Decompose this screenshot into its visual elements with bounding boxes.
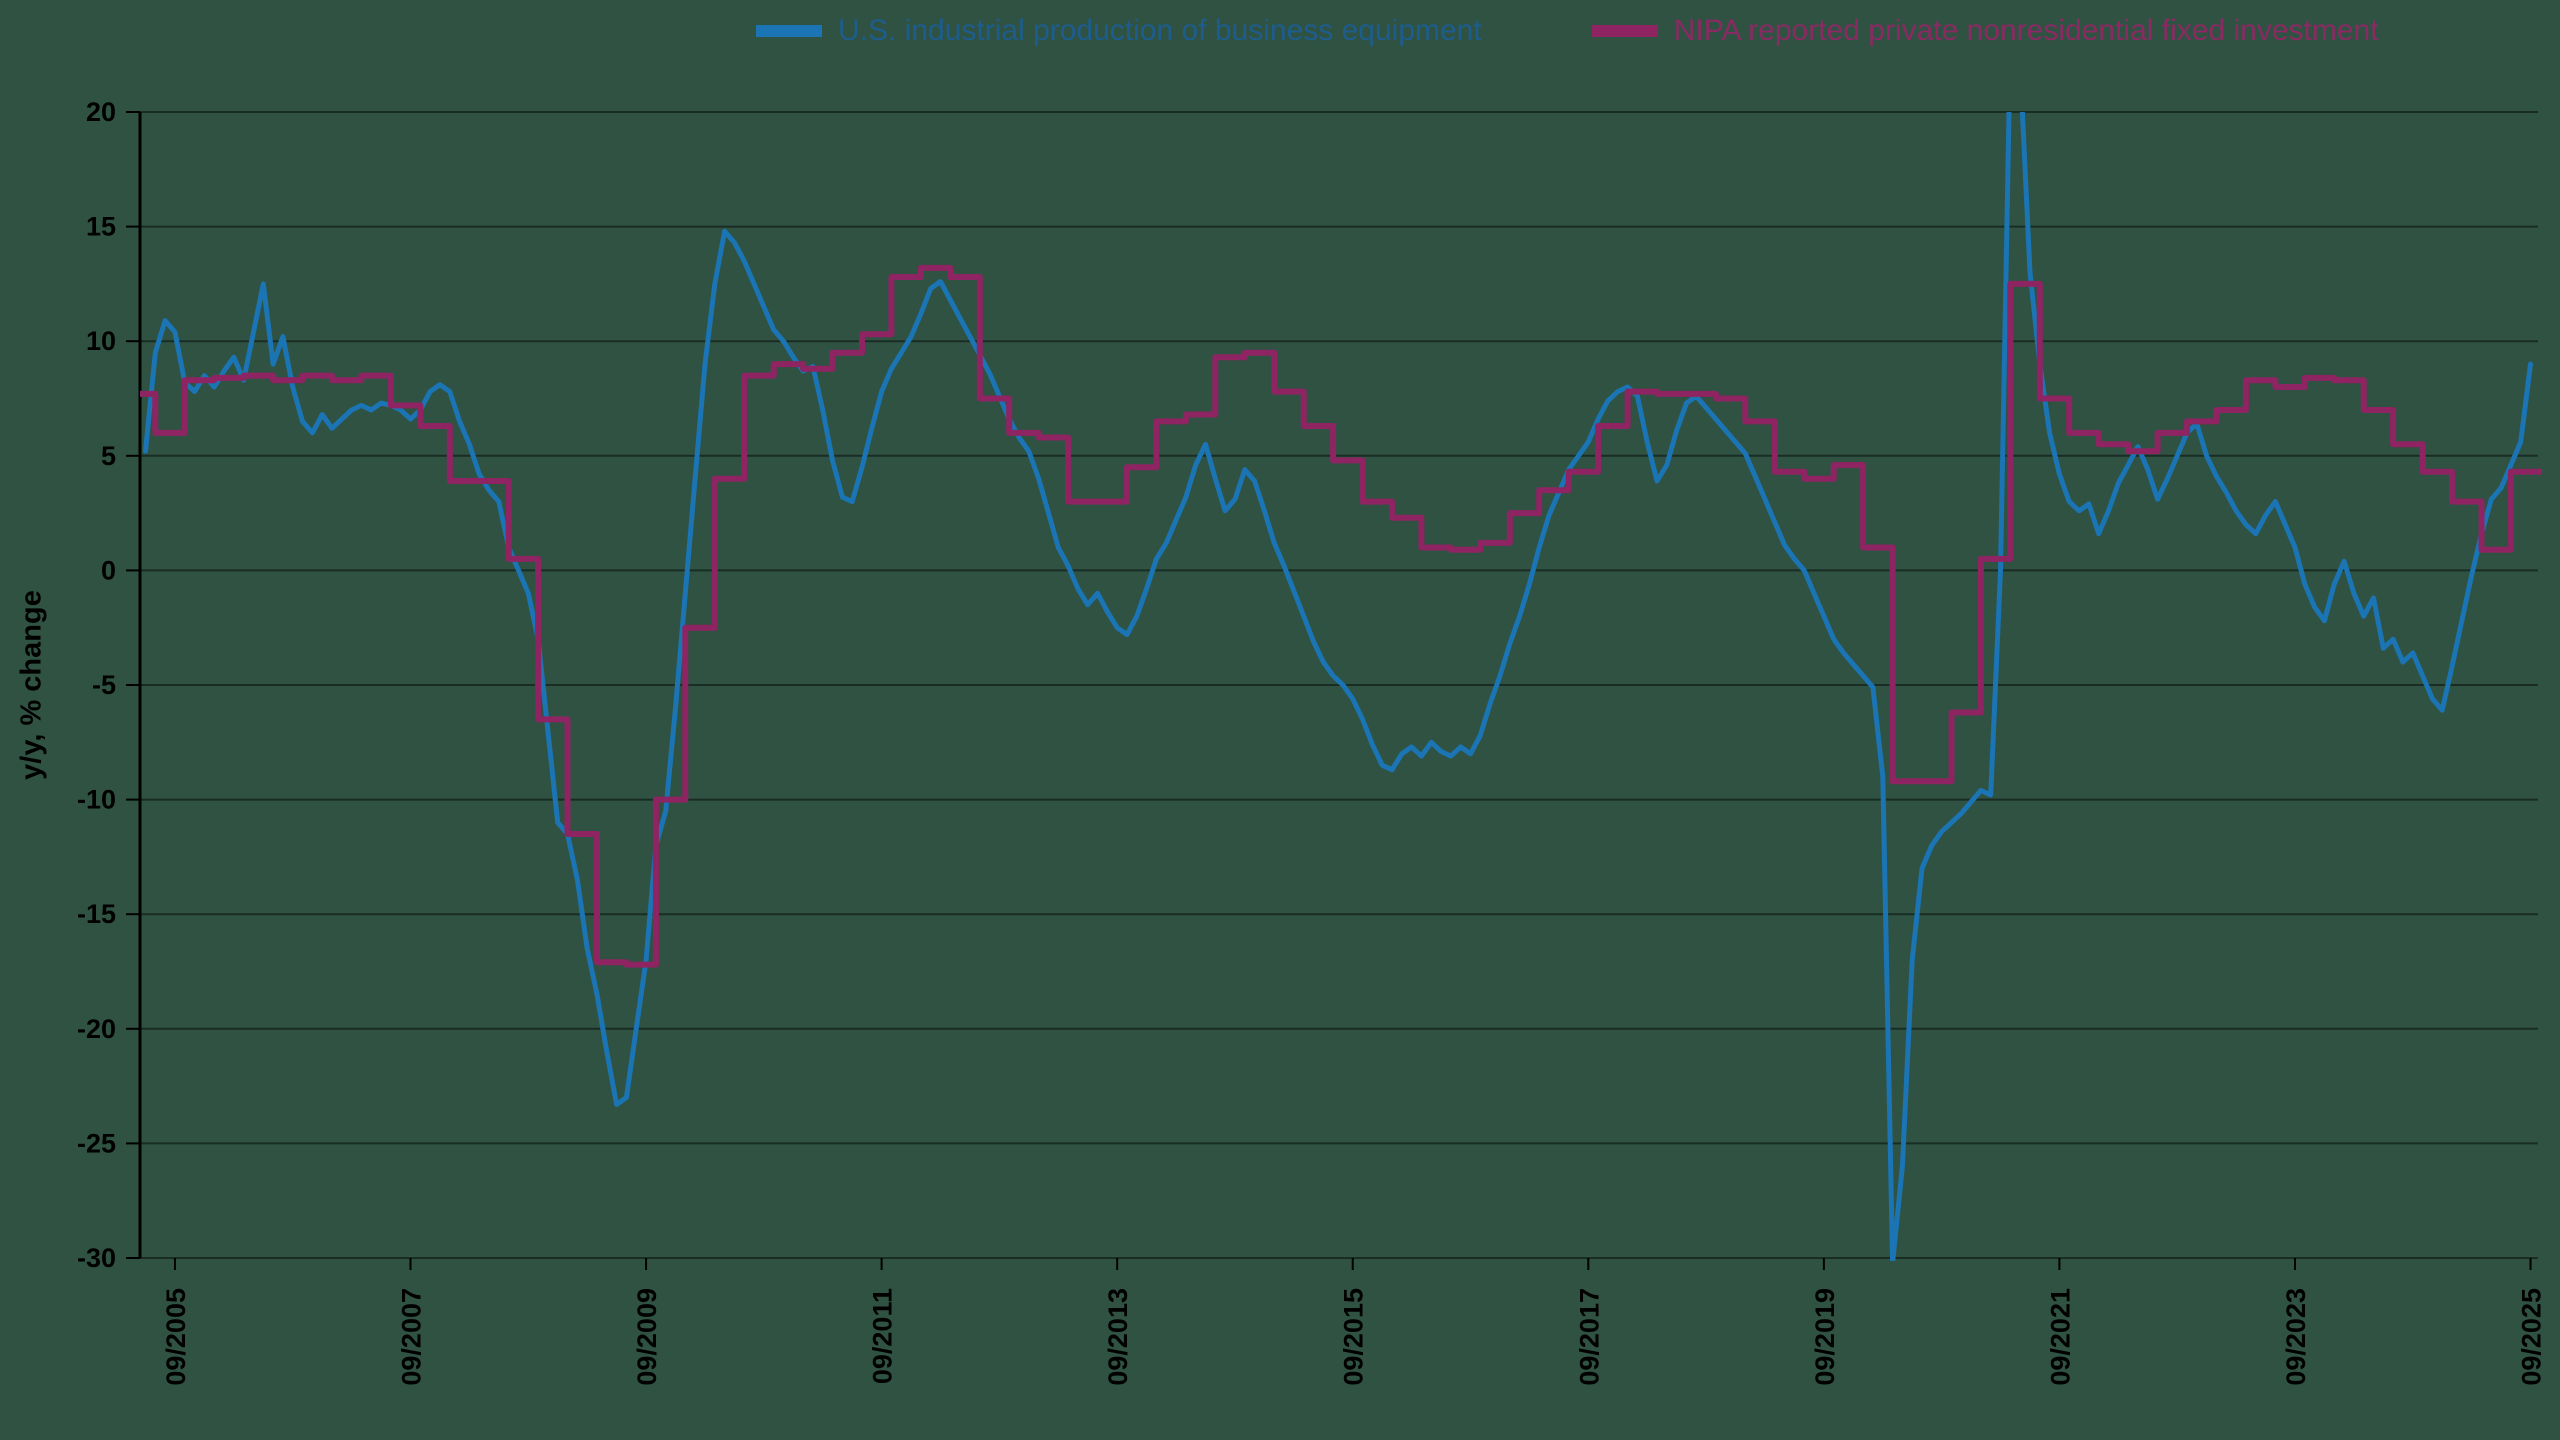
y-tick-label: -10 xyxy=(77,785,116,815)
y-tick-label: 0 xyxy=(101,555,116,585)
y-tick-label: -15 xyxy=(77,899,116,929)
legend-label-industrial-production: U.S. industrial production of business e… xyxy=(838,14,1482,47)
x-tick-label: 09/2023 xyxy=(2281,1288,2311,1386)
y-tick-label: 10 xyxy=(86,326,116,356)
y-tick-label: -30 xyxy=(77,1243,116,1273)
y-tick-label: -25 xyxy=(77,1128,116,1158)
x-tick-label: 09/2007 xyxy=(397,1288,427,1386)
legend-label-nipa-investment: NIPA reported private nonresidential fix… xyxy=(1673,14,2379,47)
y-axis-title: y/y, % change xyxy=(15,590,48,780)
y-tick-label: 15 xyxy=(86,212,116,242)
y-tick-label: 5 xyxy=(101,441,116,471)
legend-item-industrial-production: U.S. industrial production of business e… xyxy=(756,14,1482,48)
y-tick-label: -20 xyxy=(77,1014,116,1044)
x-tick-label: 09/2011 xyxy=(868,1288,898,1384)
legend-swatch-magenta-line xyxy=(1591,25,1658,37)
x-tick-label: 09/2019 xyxy=(1810,1288,1840,1386)
y-tick-label: -5 xyxy=(92,670,116,700)
legend-item-nipa-investment: NIPA reported private nonresidential fix… xyxy=(1591,14,2379,48)
x-tick-label: 09/2005 xyxy=(161,1288,191,1386)
y-tick-label: 20 xyxy=(86,97,116,127)
x-tick-label: 09/2015 xyxy=(1339,1288,1369,1386)
legend-swatch-blue-line xyxy=(756,25,822,37)
series-line-industrial-production xyxy=(143,112,2533,1261)
series-line-nipa-investment xyxy=(140,264,2542,968)
x-tick-label: 09/2013 xyxy=(1103,1288,1133,1386)
x-tick-label: 09/2017 xyxy=(1574,1288,1604,1386)
x-tick-label: 09/2021 xyxy=(2045,1288,2075,1386)
x-tick-label: 09/2009 xyxy=(632,1288,662,1386)
x-tick-label: 09/2025 xyxy=(2517,1288,2547,1386)
chart-legend: U.S. industrial production of business e… xyxy=(756,14,2379,48)
